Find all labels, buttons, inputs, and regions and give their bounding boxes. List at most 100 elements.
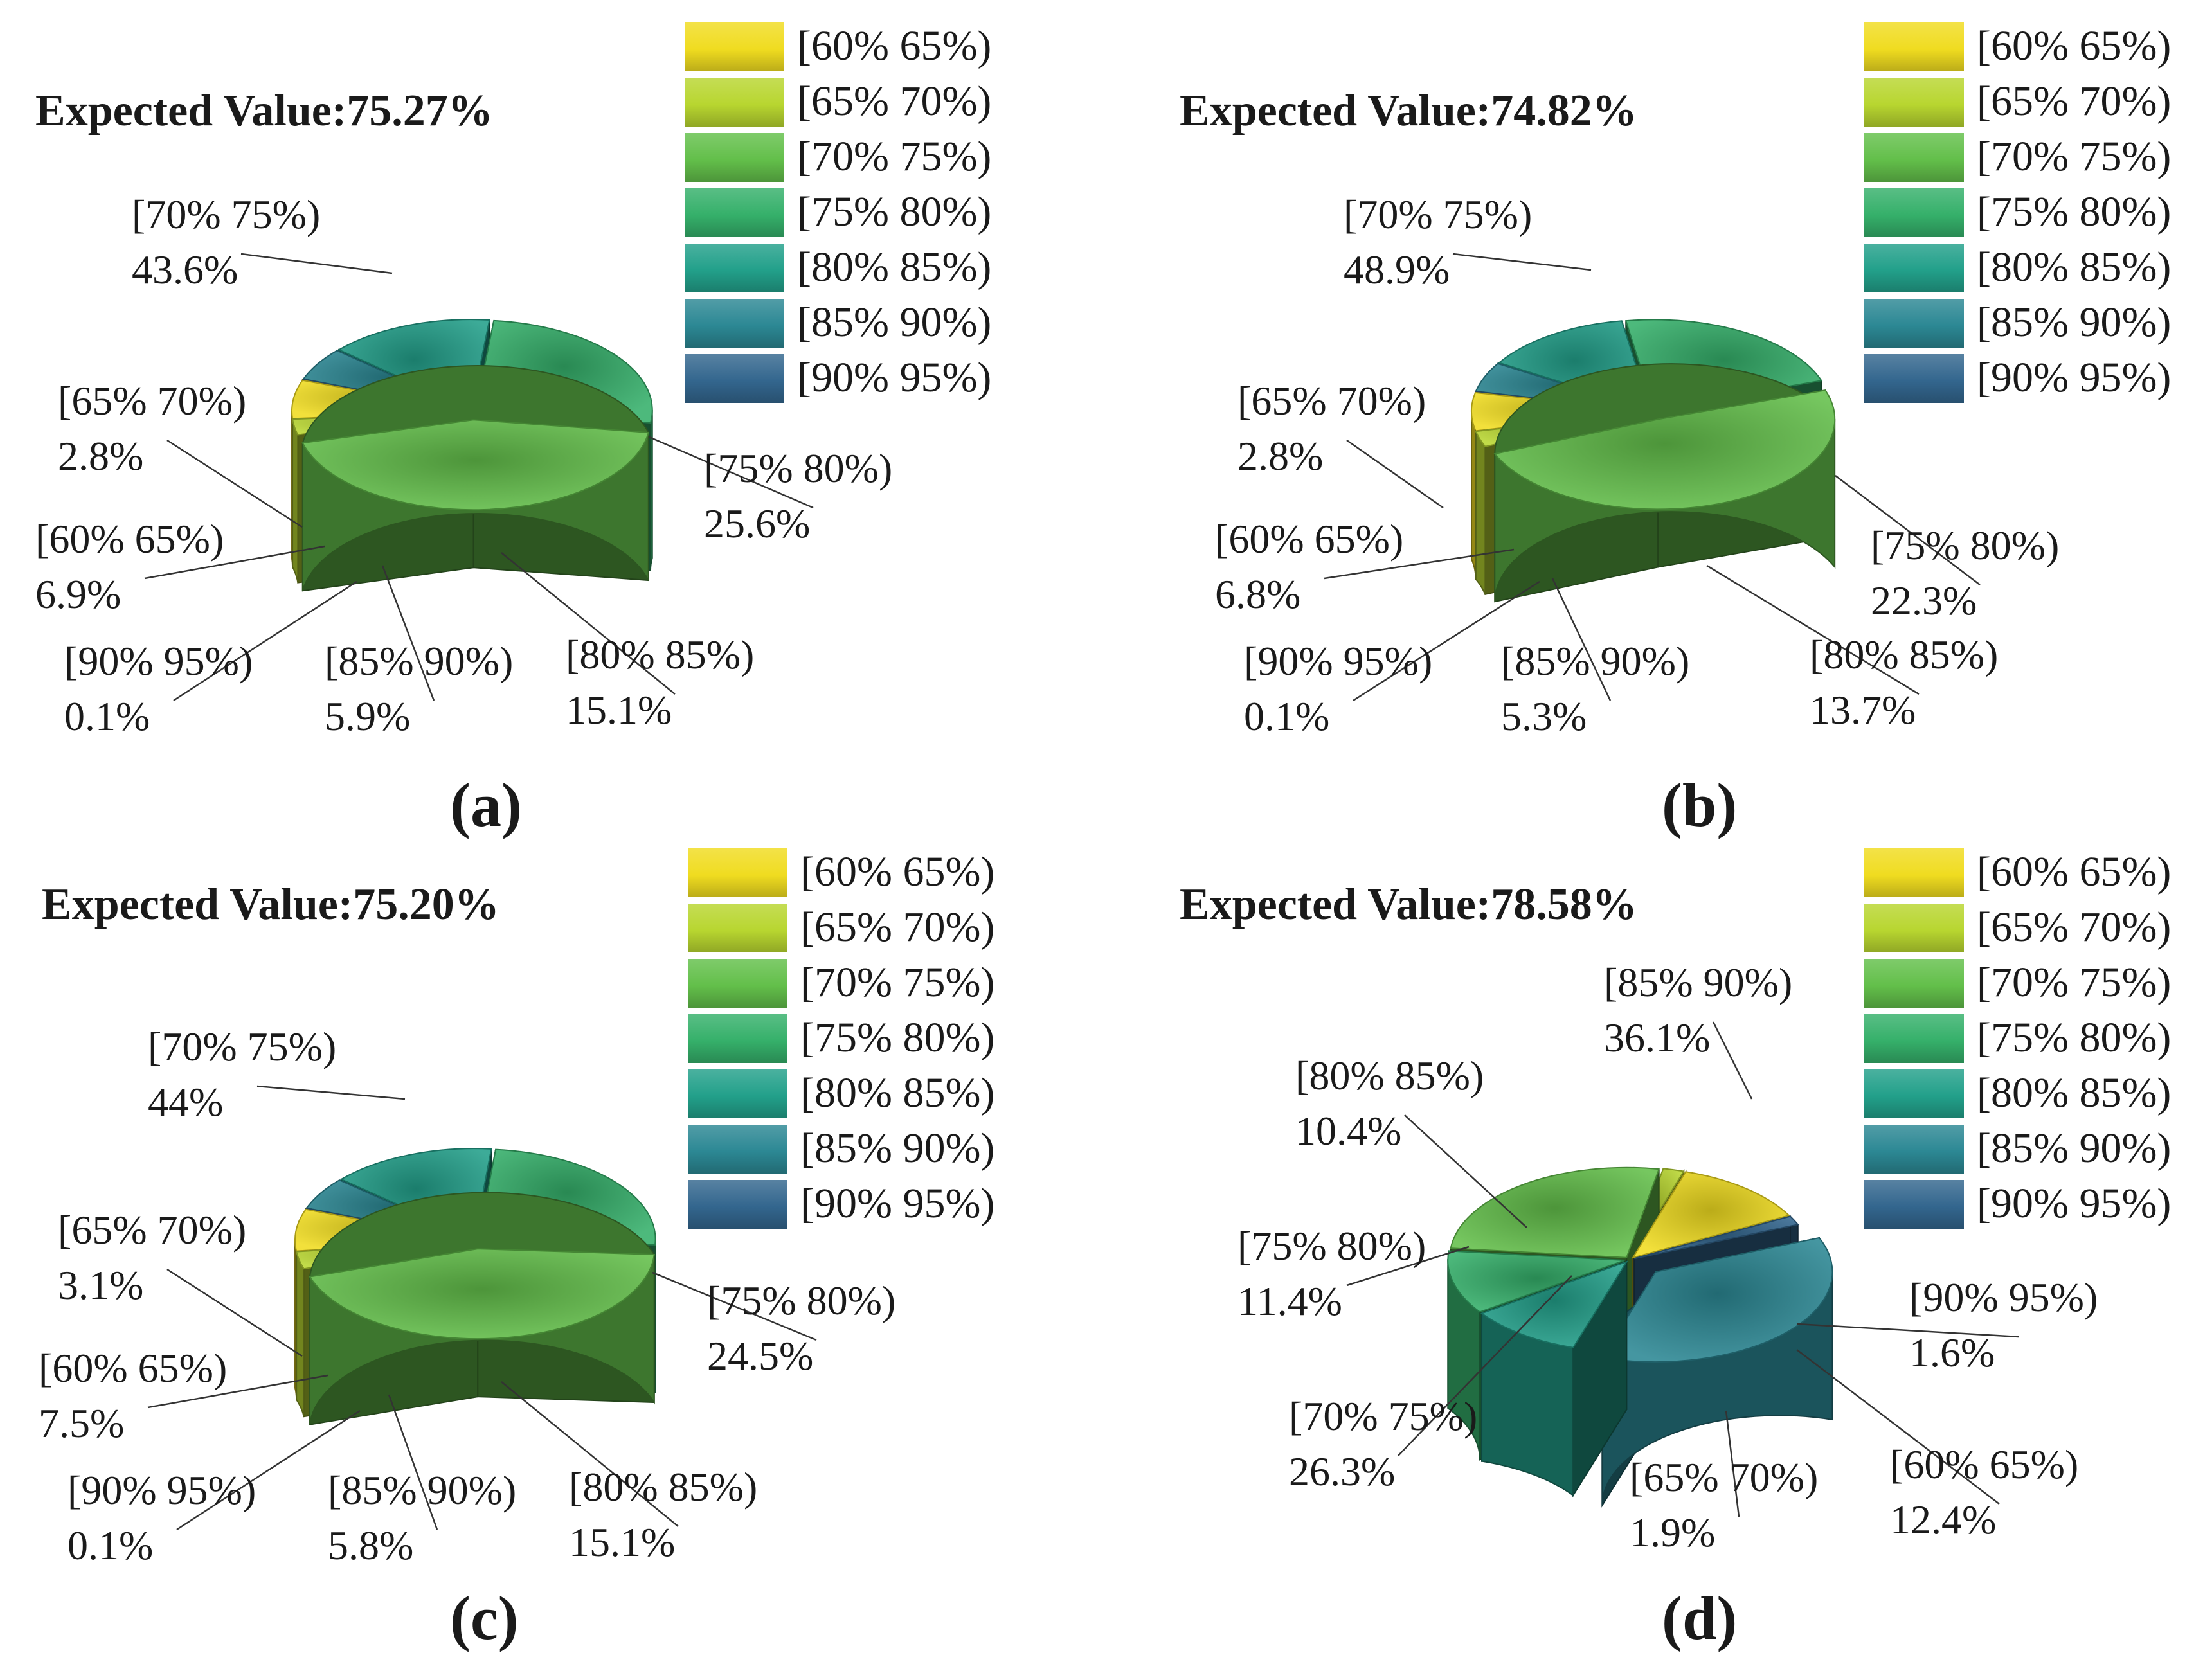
data-label-value: 44% xyxy=(148,1079,223,1125)
data-label-category: [75% 80%) xyxy=(704,445,892,491)
data-label-category: [80% 85%) xyxy=(569,1464,757,1510)
data-label-category: [80% 85%) xyxy=(1295,1053,1484,1098)
legend-swatch-75-80 xyxy=(688,1014,787,1063)
data-label-70-75: [70% 75%) 26.3% xyxy=(1289,1275,1572,1494)
panel-label: (b) xyxy=(1662,771,1737,839)
data-label-category: [65% 70%) xyxy=(58,378,246,424)
data-label-category: [85% 90%) xyxy=(1501,638,1689,684)
leader-line xyxy=(1712,1021,1753,1100)
data-label-category: [90% 95%) xyxy=(1244,638,1432,684)
data-label-value: 24.5% xyxy=(707,1333,813,1379)
panel-label: (a) xyxy=(450,771,522,839)
legend-swatch-80-85 xyxy=(685,244,784,292)
data-label-value: 36.1% xyxy=(1604,1015,1710,1060)
data-label-65-70: [65% 70%) 1.9% xyxy=(1630,1410,1818,1555)
data-label-value: 26.3% xyxy=(1289,1449,1395,1494)
data-label-85-90: [85% 90%) 5.8% xyxy=(328,1394,516,1568)
data-label-category: [60% 65%) xyxy=(1890,1442,2078,1487)
chart-title: Expected Value:75.27% xyxy=(35,86,493,136)
data-label-category: [65% 70%) xyxy=(1237,378,1426,424)
data-label-60-65: [60% 65%) 12.4% xyxy=(1796,1349,2078,1542)
data-label-65-70: [65% 70%) 3.1% xyxy=(58,1207,303,1357)
leader-line xyxy=(1353,580,1540,702)
data-label-category: [85% 90%) xyxy=(1604,960,1792,1005)
leader-line xyxy=(381,565,435,701)
legend-swatch-60-65 xyxy=(1864,848,1964,897)
pie-3d xyxy=(291,319,653,592)
data-label-category: [70% 75%) xyxy=(148,1024,336,1069)
data-label-value: 11.4% xyxy=(1237,1278,1342,1324)
data-label-value: 15.1% xyxy=(566,687,672,733)
data-label-80-85: [80% 85%) 15.1% xyxy=(501,1381,757,1565)
data-label-value: 13.7% xyxy=(1810,687,1916,733)
legend-label-60-65: [60% 65%) xyxy=(1977,848,2171,895)
data-label-value: 48.9% xyxy=(1344,247,1450,292)
data-label-value: 10.4% xyxy=(1295,1108,1401,1154)
legend-label-90-95: [90% 95%) xyxy=(1977,1180,2171,1227)
data-label-value: 1.9% xyxy=(1630,1510,1715,1555)
legend-label-90-95: [90% 95%) xyxy=(797,354,991,401)
data-label-category: [70% 75%) xyxy=(1344,192,1532,237)
leader-line xyxy=(1551,578,1612,701)
legend-swatch-60-65 xyxy=(685,22,784,71)
data-label-value: 7.5% xyxy=(39,1400,124,1446)
data-label-value: 5.8% xyxy=(328,1523,413,1568)
leader-line xyxy=(1452,253,1592,271)
data-label-85-90: [85% 90%) 5.3% xyxy=(1501,578,1689,739)
legend-label-65-70: [65% 70%) xyxy=(797,78,991,125)
leader-line xyxy=(1796,1323,2019,1338)
chart-title: Expected Value:74.82% xyxy=(1180,86,1637,136)
legend-label-60-65: [60% 65%) xyxy=(1977,22,2171,69)
legend-swatch-75-80 xyxy=(1864,188,1964,237)
legend-label-90-95: [90% 95%) xyxy=(800,1180,994,1227)
pie-slice-70-75 xyxy=(1493,363,1836,603)
data-label-80-85: [80% 85%) 15.1% xyxy=(501,552,754,733)
legend-swatch-75-80 xyxy=(685,188,784,237)
data-label-value: 6.8% xyxy=(1215,571,1300,617)
chart-legend: [60% 65%) [65% 70%) [70% 75%) [75% 80%) [80%… xyxy=(1864,22,2171,403)
chart-panel-a: Expected Value:75.27% [60% 65%) [65% 70%) [… xyxy=(35,22,991,839)
leader-line xyxy=(1796,1349,2000,1505)
data-label-value: 1.6% xyxy=(1909,1330,1995,1375)
legend-swatch-90-95 xyxy=(1864,1180,1964,1229)
data-label-value: 12.4% xyxy=(1890,1497,1996,1542)
data-label-category: [75% 80%) xyxy=(1871,523,2059,568)
leader-line xyxy=(1346,439,1444,509)
legend-label-65-70: [65% 70%) xyxy=(1977,78,2171,125)
data-label-category: [85% 90%) xyxy=(328,1467,516,1513)
data-label-80-85: [80% 85%) 10.4% xyxy=(1295,1053,1527,1228)
legend-label-65-70: [65% 70%) xyxy=(800,904,994,951)
legend-swatch-80-85 xyxy=(688,1069,787,1118)
data-label-value: 3.1% xyxy=(58,1262,143,1308)
legend-label-75-80: [75% 80%) xyxy=(797,188,991,235)
leader-line xyxy=(173,580,357,702)
leader-line xyxy=(166,1268,303,1357)
legend-swatch-70-75 xyxy=(1864,133,1964,182)
data-label-category: [65% 70%) xyxy=(1630,1454,1818,1500)
data-label-value: 25.6% xyxy=(704,501,810,546)
data-label-60-65: [60% 65%) 6.9% xyxy=(35,516,325,617)
data-label-category: [75% 80%) xyxy=(707,1278,895,1323)
legend-label-70-75: [70% 75%) xyxy=(800,959,994,1006)
leader-line xyxy=(649,436,814,509)
legend-swatch-80-85 xyxy=(1864,1069,1964,1118)
legend-label-60-65: [60% 65%) xyxy=(800,848,994,895)
leader-line xyxy=(1706,564,1920,695)
data-label-90-95: [90% 95%) 1.6% xyxy=(1796,1274,2098,1375)
pie-slice-70-75 xyxy=(301,365,650,592)
legend-swatch-80-85 xyxy=(1864,244,1964,292)
data-label-value: 5.3% xyxy=(1501,693,1587,739)
data-label-value: 43.6% xyxy=(132,247,238,292)
data-label-value: 2.8% xyxy=(58,433,143,479)
data-label-75-80: [75% 80%) 25.6% xyxy=(649,436,892,546)
leader-line xyxy=(166,439,303,528)
leader-line xyxy=(1324,548,1515,580)
data-label-category: [60% 65%) xyxy=(35,516,224,562)
pie-slice-70-75 xyxy=(309,1192,655,1425)
data-label-85-90: [85% 90%) 36.1% xyxy=(1604,960,1792,1100)
leader-line xyxy=(1725,1410,1740,1517)
data-label-category: [75% 80%) xyxy=(1237,1223,1426,1269)
data-label-70-75: [70% 75%) 43.6% xyxy=(132,192,393,292)
data-label-90-95: [90% 95%) 0.1% xyxy=(67,1409,361,1568)
leader-line xyxy=(652,1271,817,1341)
